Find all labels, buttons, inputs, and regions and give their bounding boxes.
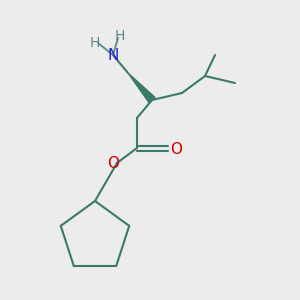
Text: O: O (107, 157, 119, 172)
Text: N: N (107, 47, 119, 62)
Text: O: O (170, 142, 182, 157)
Text: H: H (90, 36, 100, 50)
Text: H: H (115, 29, 125, 43)
Polygon shape (128, 73, 155, 103)
